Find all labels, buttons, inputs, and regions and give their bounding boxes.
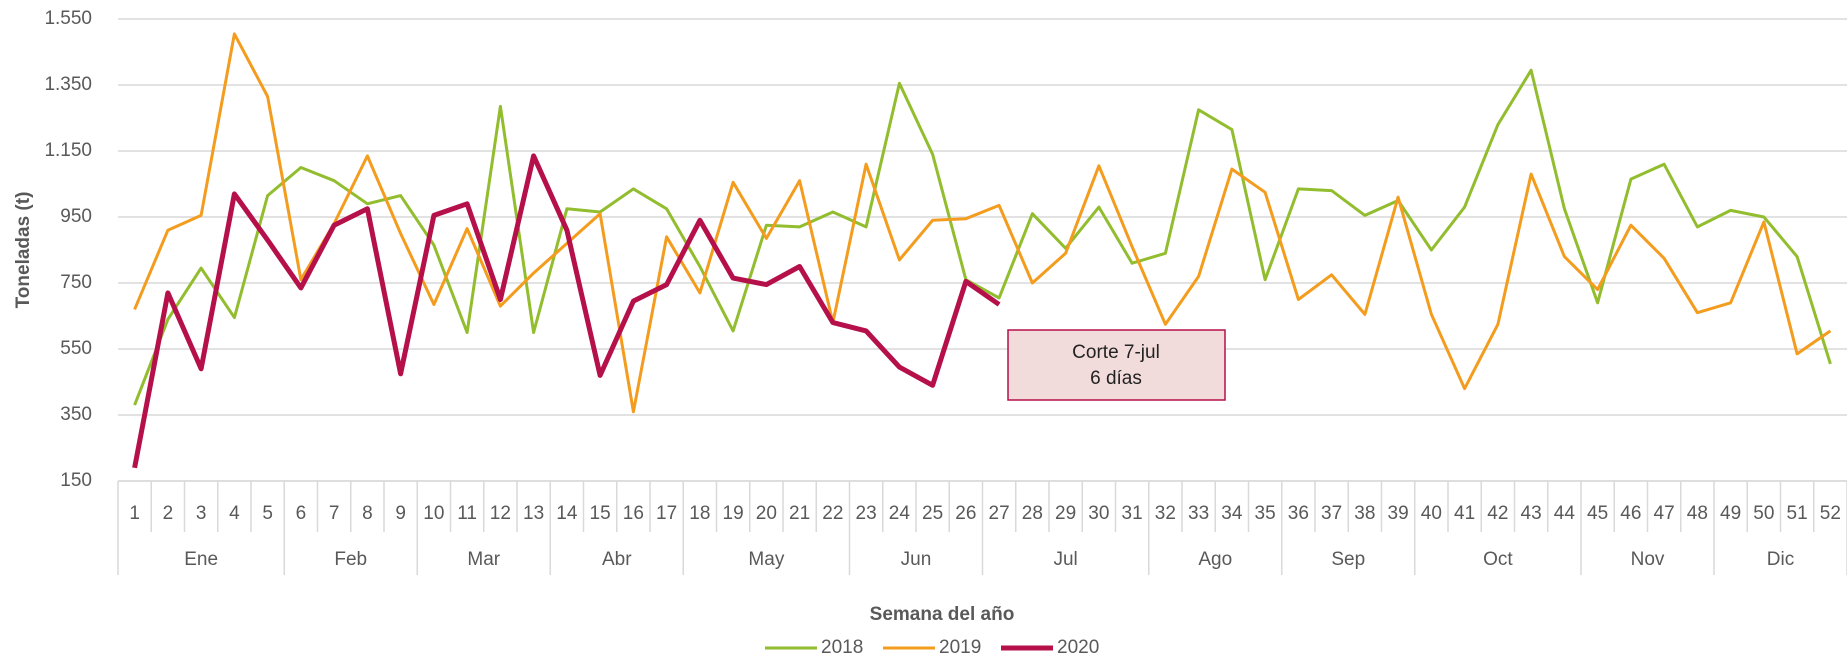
y-tick-label: 550 <box>60 338 92 359</box>
month-label: Sep <box>1331 549 1365 570</box>
series-line <box>133 32 1832 414</box>
month-label: Mar <box>467 549 500 570</box>
x-tick-label: 13 <box>523 503 544 524</box>
x-tick-label: 11 <box>457 503 477 524</box>
x-tick-label: 4 <box>229 503 240 524</box>
x-tick-label: 1 <box>129 503 140 524</box>
x-tick-label: 51 <box>1787 503 1808 524</box>
x-tick-label: 29 <box>1055 503 1076 524</box>
x-tick-label: 40 <box>1421 503 1442 524</box>
x-tick-label: 21 <box>789 503 810 524</box>
x-tick-label: 6 <box>296 503 307 524</box>
x-tick-label: 26 <box>955 503 976 524</box>
y-axis-title: Toneladas (t) <box>13 192 34 309</box>
x-tick-label: 9 <box>395 503 406 524</box>
x-tick-label: 35 <box>1255 503 1276 524</box>
month-label: Ago <box>1198 549 1232 570</box>
x-tick-label: 2 <box>163 503 174 524</box>
legend-label: 2018 <box>821 637 863 658</box>
x-tick-label: 45 <box>1587 503 1608 524</box>
x-tick-label: 39 <box>1388 503 1409 524</box>
month-label: Dic <box>1767 549 1794 570</box>
x-tick-label: 41 <box>1454 503 1475 524</box>
x-tick-label: 22 <box>822 503 843 524</box>
x-tick-label: 34 <box>1221 503 1243 524</box>
x-tick-label: 24 <box>889 503 911 524</box>
x-tick-label: 25 <box>922 503 943 524</box>
x-tick-label: 17 <box>656 503 677 524</box>
x-tick-label: 10 <box>423 503 444 524</box>
legend-label: 2020 <box>1057 637 1099 658</box>
x-tick-label: 50 <box>1753 503 1774 524</box>
y-tick-label: 1.350 <box>44 74 92 95</box>
x-tick-label: 52 <box>1820 503 1841 524</box>
x-tick-label: 32 <box>1155 503 1176 524</box>
month-label: Jun <box>901 549 932 570</box>
y-tick-label: 350 <box>60 404 92 425</box>
x-tick-label: 18 <box>689 503 710 524</box>
x-tick-label: 8 <box>362 503 373 524</box>
x-tick-label: 28 <box>1022 503 1043 524</box>
x-tick-label: 31 <box>1122 503 1143 524</box>
x-tick-label: 5 <box>262 503 273 524</box>
series-line <box>133 68 1832 406</box>
annotation-text: Corte 7-jul <box>1072 342 1160 363</box>
series-line <box>132 153 1001 469</box>
x-tick-label: 14 <box>556 503 578 524</box>
month-label: Jul <box>1053 549 1077 570</box>
y-tick-label: 750 <box>60 272 92 293</box>
x-tick-label: 3 <box>196 503 207 524</box>
x-tick-label: 27 <box>989 503 1010 524</box>
x-tick-label: 23 <box>856 503 877 524</box>
month-label: Oct <box>1483 549 1513 570</box>
legend-label: 2019 <box>939 637 981 658</box>
y-tick-label: 150 <box>60 470 92 491</box>
annotation-text: 6 días <box>1090 368 1142 389</box>
x-tick-label: 15 <box>590 503 611 524</box>
x-tick-label: 46 <box>1620 503 1641 524</box>
x-tick-label: 37 <box>1321 503 1342 524</box>
month-label: Nov <box>1631 549 1665 570</box>
x-axis-title: Semana del año <box>870 604 1015 625</box>
y-tick-label: 1.550 <box>44 8 92 29</box>
x-tick-label: 48 <box>1687 503 1708 524</box>
x-tick-label: 7 <box>329 503 340 524</box>
x-tick-label: 30 <box>1088 503 1109 524</box>
annotation-box <box>1007 329 1226 401</box>
x-tick-label: 33 <box>1188 503 1209 524</box>
month-label: Abr <box>602 549 632 570</box>
x-tick-label: 43 <box>1521 503 1542 524</box>
month-label: Ene <box>184 549 218 570</box>
x-tick-label: 12 <box>490 503 511 524</box>
x-tick-label: 20 <box>756 503 777 524</box>
x-tick-label: 19 <box>723 503 744 524</box>
month-label: May <box>748 549 784 570</box>
month-label: Feb <box>334 549 367 570</box>
x-tick-label: 47 <box>1654 503 1675 524</box>
x-tick-label: 42 <box>1487 503 1508 524</box>
y-tick-label: 1.150 <box>44 140 92 161</box>
x-tick-label: 16 <box>623 503 644 524</box>
y-tick-label: 950 <box>60 206 92 227</box>
x-tick-label: 38 <box>1354 503 1375 524</box>
x-tick-label: 36 <box>1288 503 1309 524</box>
x-tick-label: 44 <box>1554 503 1576 524</box>
x-tick-label: 49 <box>1720 503 1741 524</box>
